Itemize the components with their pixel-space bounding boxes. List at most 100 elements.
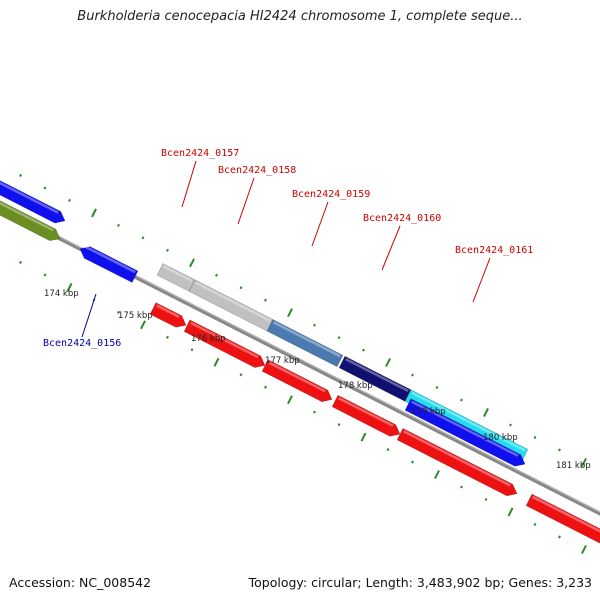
outer-tick bbox=[215, 273, 218, 277]
scale-labels: 174 kbp 175 kbp 176 kbp 177 kbp 178 kbp 179 k… bbox=[44, 289, 591, 471]
gene-label: Bcen2424_0156 bbox=[43, 338, 121, 349]
gene-highlight bbox=[403, 430, 511, 487]
inner-tick-marks bbox=[19, 260, 587, 554]
gene-feature-red[interactable] bbox=[396, 427, 518, 497]
gene-label: Bcen2424_0158 bbox=[218, 165, 296, 176]
outer-tick bbox=[141, 236, 145, 240]
inner-tick bbox=[287, 395, 293, 405]
gene-label: Bcen2424_0157 bbox=[161, 148, 239, 159]
gene-label: Bcen2424_0160 bbox=[363, 213, 441, 224]
outer-tick bbox=[558, 448, 561, 452]
outer-tick bbox=[43, 186, 47, 190]
gene-feature-red[interactable] bbox=[525, 493, 600, 546]
scale-label: 174 kbp bbox=[44, 289, 79, 299]
accession-label: Accession: NC_008542 bbox=[9, 575, 152, 590]
outer-tick bbox=[483, 408, 489, 417]
genome-stats-label: Topology: circular; Length: 3,483,902 bp… bbox=[248, 575, 592, 590]
inner-tick bbox=[213, 357, 220, 367]
inner-tick bbox=[581, 544, 587, 554]
scale-label: 179 kbp bbox=[411, 407, 446, 417]
gene-label: Bcen2424_0161 bbox=[455, 245, 533, 256]
inner-tick bbox=[484, 497, 488, 502]
outer-tick bbox=[287, 308, 293, 318]
gene-feature-red[interactable] bbox=[331, 394, 401, 437]
inner-tick bbox=[337, 423, 341, 427]
outer-tick bbox=[19, 173, 22, 177]
inner-tick bbox=[166, 335, 169, 339]
inner-tick bbox=[19, 260, 22, 264]
inner-tick bbox=[239, 373, 243, 377]
gene-feature-olive[interactable] bbox=[0, 200, 61, 242]
outer-tick bbox=[435, 386, 439, 390]
inner-tick bbox=[264, 385, 267, 389]
gene-feature-red[interactable] bbox=[149, 302, 187, 328]
scale-label: 175 kbp bbox=[118, 311, 153, 321]
scale-label: 177 kbp bbox=[265, 356, 300, 366]
outer-tick bbox=[581, 457, 587, 467]
inner-tick bbox=[434, 470, 440, 480]
outer-tick bbox=[362, 348, 365, 352]
gene-highlight bbox=[195, 281, 271, 322]
inner-tick bbox=[43, 273, 47, 277]
outer-tick bbox=[117, 223, 120, 227]
inner-tick bbox=[411, 460, 414, 464]
gene-callouts: Bcen2424_0157 Bcen2424_0158 Bcen2424_0159 B… bbox=[43, 148, 533, 349]
gene-feature-bcen2424-0157[interactable] bbox=[156, 263, 196, 292]
gene-features[interactable] bbox=[0, 180, 600, 546]
gene-highlight bbox=[156, 304, 180, 318]
gene-highlight bbox=[268, 361, 326, 393]
gene-feature-bcen2424-0160[interactable] bbox=[338, 355, 412, 402]
outer-tick bbox=[189, 258, 195, 268]
gene-feature-blue-lower[interactable] bbox=[404, 398, 526, 467]
outer-tick bbox=[460, 398, 463, 402]
outer-tick bbox=[166, 248, 169, 252]
outer-tick-marks bbox=[19, 173, 587, 467]
scale-label: 178 kbp bbox=[338, 381, 373, 391]
gene-feature-bcen2424-0156[interactable] bbox=[79, 246, 139, 283]
gene-label: Bcen2424_0159 bbox=[292, 189, 370, 200]
gene-highlight bbox=[190, 321, 259, 359]
gene-highlight bbox=[83, 244, 136, 274]
outer-tick bbox=[509, 423, 512, 427]
outer-tick bbox=[411, 373, 414, 377]
gene-highlight bbox=[0, 201, 54, 232]
callout-line bbox=[472, 257, 491, 303]
inner-tick bbox=[190, 348, 194, 352]
inner-tick bbox=[117, 310, 120, 314]
inner-tick bbox=[386, 448, 390, 452]
outer-tick bbox=[68, 198, 71, 202]
scale-label: 180 kbp bbox=[483, 433, 518, 443]
gene-highlight bbox=[338, 397, 394, 427]
inner-tick bbox=[507, 507, 514, 517]
outer-tick bbox=[385, 358, 391, 368]
outer-tick bbox=[239, 286, 243, 290]
gene-highlight bbox=[532, 495, 600, 533]
gene-feature-blue[interactable] bbox=[0, 180, 66, 224]
outer-tick bbox=[533, 435, 537, 439]
gene-highlight bbox=[411, 391, 526, 452]
inner-tick bbox=[360, 432, 367, 442]
inner-tick bbox=[460, 485, 463, 489]
gene-highlight bbox=[163, 265, 193, 282]
map-title: Burkholderia cenocepacia HI2424 chromoso… bbox=[77, 9, 523, 24]
inner-tick bbox=[533, 522, 537, 526]
gene-feature-bcen2424-0159[interactable] bbox=[266, 319, 344, 368]
outer-tick bbox=[337, 336, 341, 340]
callout-line bbox=[181, 160, 197, 208]
gene-feature-red[interactable] bbox=[183, 319, 266, 368]
inner-tick bbox=[558, 535, 561, 539]
scale-label: 181 kbp bbox=[556, 461, 591, 471]
gene-highlight bbox=[273, 321, 341, 358]
gene-highlight bbox=[0, 181, 59, 214]
inner-tick bbox=[313, 410, 316, 414]
inner-tick bbox=[66, 282, 73, 292]
gene-feature-red[interactable] bbox=[261, 359, 333, 403]
outer-tick bbox=[91, 208, 97, 218]
outer-tick bbox=[264, 298, 267, 302]
gene-highlight bbox=[345, 358, 409, 392]
scale-label: 176 kbp bbox=[191, 334, 226, 344]
gene-highlight bbox=[411, 400, 519, 457]
callout-line bbox=[81, 293, 97, 338]
callout-line bbox=[237, 177, 255, 225]
